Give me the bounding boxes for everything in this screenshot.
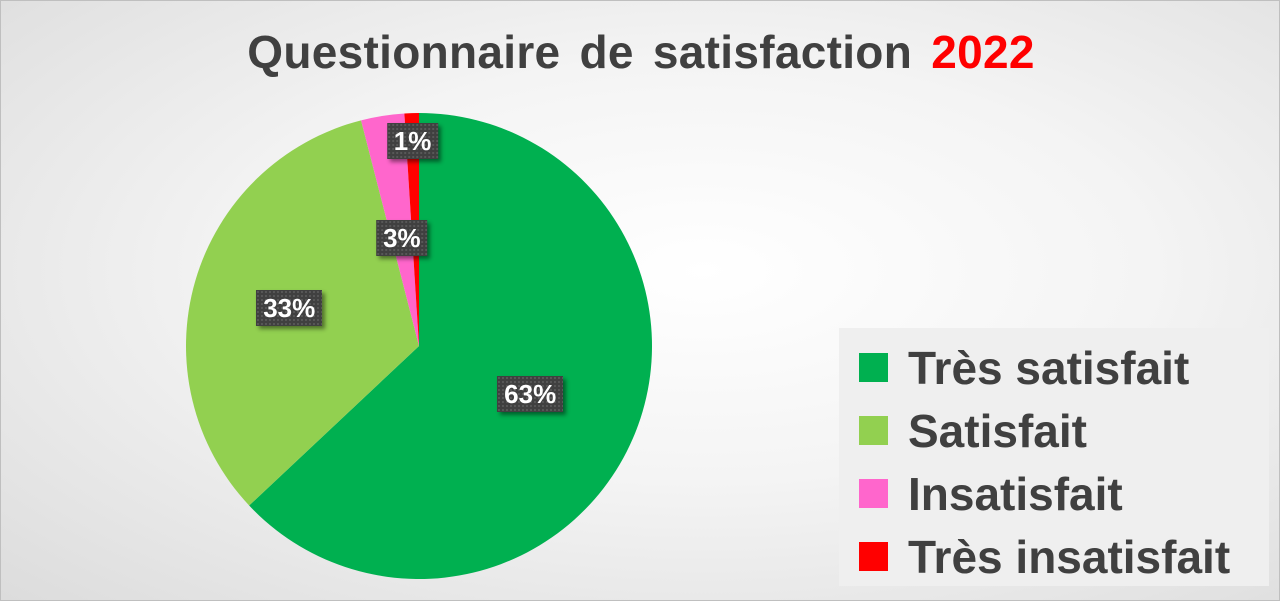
legend-label: Satisfait [908, 404, 1087, 457]
data-label-tres-insatisfait: 1% [386, 123, 439, 160]
legend: Très satisfait Satisfait Insatisfait Très i… [839, 328, 1269, 586]
chart-title-text: Questionnaire de satisfaction [247, 26, 913, 78]
legend-item-tres-insatisfait: Très insatisfait [859, 525, 1269, 588]
data-label-tres-satisfait: 63% [497, 376, 564, 413]
chart-title: Questionnaire de satisfaction 2022 [1, 25, 1280, 79]
legend-swatch [859, 479, 888, 508]
legend-item-tres-satisfait: Très satisfait [859, 336, 1269, 399]
legend-label: Très insatisfait [908, 530, 1231, 583]
legend-label: Très satisfait [908, 341, 1190, 394]
chart-title-year: 2022 [931, 26, 1035, 78]
legend-item-satisfait: Satisfait [859, 399, 1269, 462]
legend-swatch [859, 542, 888, 571]
pie-slice-tres-satisfait [249, 113, 652, 579]
legend-item-insatisfait: Insatisfait [859, 462, 1269, 525]
data-label-satisfait: 33% [256, 290, 323, 327]
legend-swatch [859, 353, 888, 382]
legend-swatch [859, 416, 888, 445]
data-label-insatisfait: 3% [376, 219, 428, 256]
legend-label: Insatisfait [908, 467, 1123, 520]
